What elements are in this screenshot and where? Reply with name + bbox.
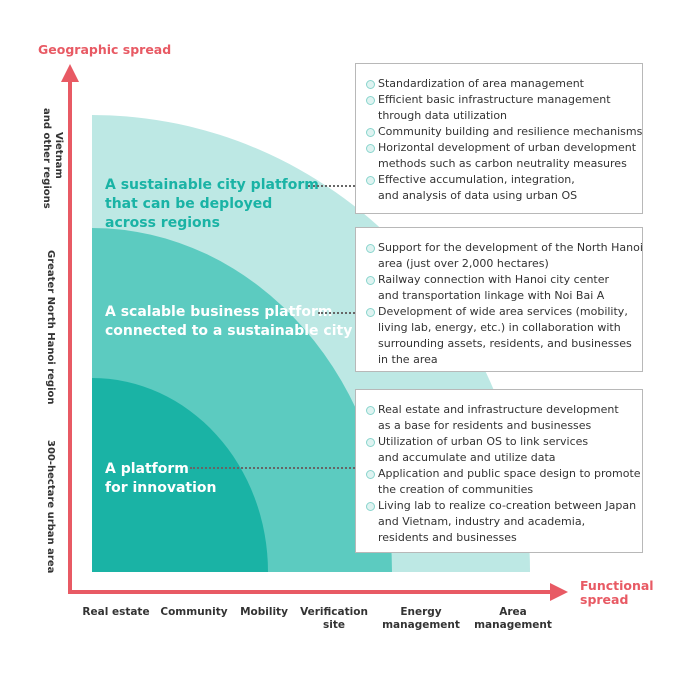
connector-2 — [318, 312, 355, 314]
list-item: Railway connection with Hanoi city cente… — [366, 272, 636, 304]
list-item: Effective accumulation, integration, and… — [366, 172, 636, 204]
list-item: Community building and resilience mechan… — [366, 124, 642, 140]
list-item: Utilization of urban OS to link services… — [366, 434, 636, 466]
connector-1 — [308, 185, 355, 187]
x-axis-arrow-icon — [550, 583, 568, 601]
list-item: Efficient basic infrastructure managemen… — [366, 92, 636, 124]
list-item: Standardization of area management — [366, 76, 636, 92]
details-box-business: Support for the development of the North… — [355, 227, 643, 372]
list-item: Horizontal development of urban developm… — [366, 140, 636, 172]
x-category: Community — [160, 606, 228, 618]
connector-3 — [190, 467, 355, 469]
list-item: Development of wide area services (mobil… — [366, 304, 636, 368]
list-item: Support for the development of the North… — [366, 240, 643, 272]
details-box-innovation: Real estate and infrastructure developme… — [355, 389, 643, 553]
list-item: Living lab to realize co-creation betwee… — [366, 498, 636, 546]
x-category: Energy management — [382, 606, 460, 631]
list-item: Application and public space design to p… — [366, 466, 641, 498]
y-level-north-hanoi: Greater North Hanoi region — [45, 250, 56, 405]
y-level-vietnam: Vietnam and other regions — [41, 108, 64, 209]
region-dark — [92, 378, 268, 572]
list-item: Real estate and infrastructure developme… — [366, 402, 636, 434]
platform-title-innovation: A platform for innovation — [105, 461, 217, 496]
x-axis-title: Functional spread — [580, 578, 654, 607]
x-category: Real estate — [82, 606, 150, 618]
platform-title-sustainable: A sustainable city platform that can be … — [105, 177, 319, 231]
x-category: Mobility — [240, 606, 288, 618]
y-axis-arrow-icon — [61, 64, 79, 82]
y-level-urban-area: 300-hectare urban area — [45, 440, 56, 574]
y-axis-title: Geographic spread — [38, 42, 172, 57]
platform-title-business: A scalable business platform connected t… — [105, 304, 353, 339]
x-category: Verification site — [300, 606, 368, 631]
x-category: Area management — [474, 606, 552, 631]
details-box-sustainable: Standardization of area management Effic… — [355, 63, 643, 214]
